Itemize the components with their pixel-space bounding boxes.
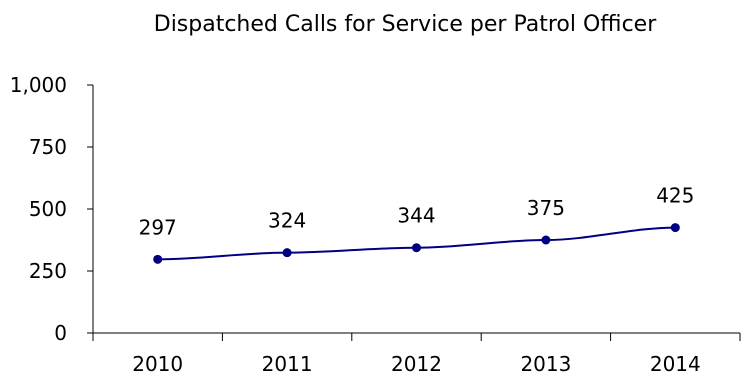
data-point — [153, 254, 163, 264]
data-point — [670, 223, 680, 233]
data-labels: 297 324 344 375 425 — [139, 184, 695, 240]
x-tick-label: 2013 — [520, 352, 571, 376]
axes — [87, 84, 741, 341]
y-tick-label: 1,000 — [10, 73, 67, 97]
data-point — [282, 248, 292, 258]
y-tick-label: 750 — [29, 135, 67, 159]
y-tick-label: 500 — [29, 197, 67, 221]
x-tick-label: 2011 — [262, 352, 313, 376]
data-label: 344 — [397, 204, 435, 228]
data-label: 375 — [527, 196, 565, 220]
y-tick-labels: 0 250 500 750 1,000 — [10, 73, 67, 345]
y-tick-label: 0 — [54, 321, 67, 345]
x-tick-label: 2010 — [132, 352, 183, 376]
chart-title: Dispatched Calls for Service per Patrol … — [153, 12, 657, 37]
series-group — [153, 223, 680, 264]
x-tick-label: 2014 — [650, 352, 701, 376]
data-point — [541, 235, 551, 245]
data-label: 324 — [268, 209, 306, 233]
y-tick-label: 250 — [29, 259, 67, 283]
data-label: 425 — [656, 184, 694, 208]
data-point — [412, 243, 421, 253]
data-label: 297 — [139, 215, 177, 239]
x-tick-labels: 2010 2011 2012 2013 2014 — [132, 352, 701, 376]
x-tick-label: 2012 — [391, 352, 442, 376]
